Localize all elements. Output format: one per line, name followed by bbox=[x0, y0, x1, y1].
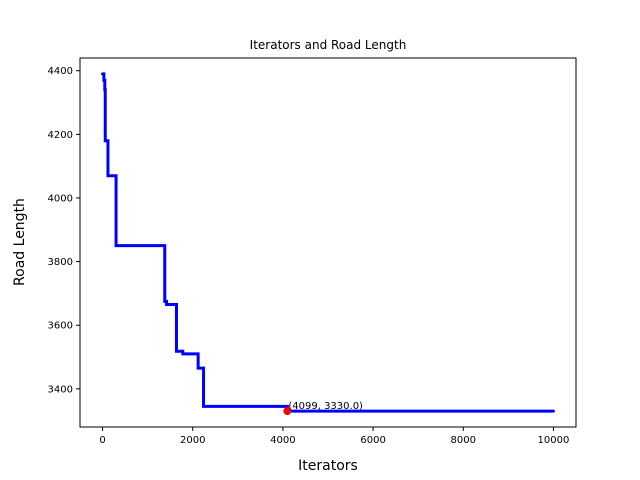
axis-ticks: 0 2000 4000 6000 8000 10000 3400 3600 3800 4000 42… bbox=[48, 66, 570, 446]
y-tick-label: 4200 bbox=[48, 130, 73, 141]
x-tick-label: 4000 bbox=[270, 435, 295, 446]
y-tick-label: 4400 bbox=[48, 66, 73, 77]
x-axis-label: Iterators bbox=[298, 458, 358, 474]
y-tick-label: 3600 bbox=[48, 321, 73, 332]
y-tick-label: 3400 bbox=[48, 384, 73, 395]
x-tick-label: 8000 bbox=[451, 435, 476, 446]
plot-frame bbox=[79, 57, 577, 428]
annotations: (4099, 3330.0) bbox=[283, 401, 363, 416]
x-tick-label: 2000 bbox=[180, 435, 205, 446]
series-line bbox=[101, 72, 555, 413]
annotation-marker bbox=[283, 407, 292, 416]
chart-title: Iterators and Road Length bbox=[250, 38, 407, 52]
x-tick-label: 6000 bbox=[360, 435, 385, 446]
y-axis-label: Road Length bbox=[12, 198, 28, 286]
y-tick-label: 3800 bbox=[48, 257, 73, 268]
x-tick-label: 0 bbox=[99, 435, 105, 446]
annotation-label: (4099, 3330.0) bbox=[288, 401, 363, 412]
plot-series bbox=[101, 72, 555, 413]
x-tick-label: 10000 bbox=[538, 435, 570, 446]
y-tick-label: 4000 bbox=[48, 193, 73, 204]
